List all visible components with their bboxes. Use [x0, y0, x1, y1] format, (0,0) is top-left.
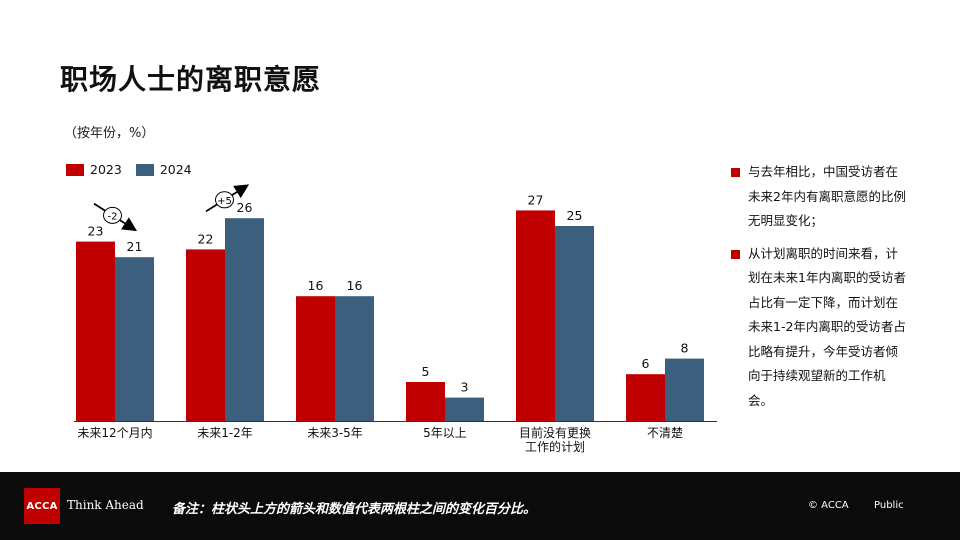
change-badge [103, 206, 122, 224]
copyright: © ACCA [808, 500, 849, 511]
page-title: 职场人士的离职意愿 [60, 63, 322, 96]
x-tick-label-4: 目前没有更换 [519, 425, 591, 440]
bar-2024-5 [665, 358, 704, 421]
bar-2024-4 [555, 226, 594, 421]
data-label-2023-2: 16 [308, 278, 324, 293]
footer-bar: ACCA Think Ahead 备注：柱状头上方的箭头和数值代表两根柱之间的变… [0, 472, 960, 540]
bar-2024-2 [335, 296, 374, 421]
bar-2023-3 [406, 382, 445, 421]
bar-2024-3 [445, 397, 484, 421]
x-tick-label-0: 未来12个月内 [77, 426, 152, 440]
x-tick-label-5: 不清楚 [647, 426, 683, 440]
bar-2023-0 [76, 241, 115, 421]
acca-logo: ACCA [24, 488, 60, 524]
legend-swatch-2023 [66, 163, 84, 176]
unit-label: （按年份，%） [64, 126, 155, 141]
bullet-square-icon [731, 249, 740, 259]
legend-item-2024: 2024 [135, 162, 192, 177]
footnote: 备注：柱状头上方的箭头和数值代表两根柱之间的变化百分比。 [172, 502, 537, 517]
bar-2023-2 [296, 296, 335, 421]
bar-chart: 23 21 未来12个月内 22 26 未来1-2年 16 16 未来3-5年 5 3 5年以上 27 2… [74, 184, 717, 454]
x-tick-label-1: 未来1-2年 [197, 426, 253, 440]
bar-2023-5 [626, 374, 665, 421]
bar-2024-1 [225, 218, 264, 421]
x-tick-label-2: 未来3-5年 [307, 426, 363, 440]
bar-2024-0 [115, 257, 154, 421]
data-label-2024-1: 26 [237, 200, 253, 215]
x-tick-label-4-line2: 工作的计划 [525, 439, 585, 454]
data-label-2024-3: 3 [461, 380, 469, 395]
bullet-square-icon [731, 168, 740, 177]
x-tick-label-3: 5年以上 [423, 426, 467, 440]
finding-item: 与去年相比，中国受访者在未来2年内有离职意愿的比例无明显变化； [731, 160, 906, 234]
key-findings: 与去年相比，中国受访者在未来2年内有离职意愿的比例无明显变化； 从计划离职的时间… [731, 160, 906, 421]
data-label-2024-0: 21 [127, 239, 143, 254]
data-label-2024-5: 8 [681, 341, 689, 356]
change-label: +5 [217, 196, 232, 207]
legend-swatch-2024 [135, 163, 154, 176]
finding-item: 从计划离职的时间来看，计划在未来1年内离职的受访者占比有一定下降，而计划在未来1… [731, 242, 906, 414]
chart-legend: 2023 2024 [66, 162, 192, 177]
data-label-2023-1: 22 [198, 231, 214, 246]
data-label-2023-4: 27 [528, 192, 544, 207]
change-badge [215, 191, 234, 209]
legend-label-2023: 2023 [90, 162, 122, 177]
data-label-2023-3: 5 [422, 364, 430, 379]
data-label-2023-0: 23 [88, 224, 104, 239]
bar-2023-1 [186, 249, 225, 421]
tagline: Think Ahead [67, 498, 144, 512]
legend-item-2023: 2023 [66, 162, 122, 177]
data-label-2024-2: 16 [347, 278, 363, 293]
classification-label: Public [874, 500, 904, 511]
finding-text: 与去年相比，中国受访者在未来2年内有离职意愿的比例无明显变化； [748, 164, 906, 228]
data-label-2024-4: 25 [567, 208, 583, 223]
data-label-2023-5: 6 [642, 356, 650, 371]
bar-2023-4 [516, 210, 555, 421]
legend-label-2024: 2024 [159, 162, 192, 177]
change-label: -2 [108, 211, 118, 222]
finding-text: 从计划离职的时间来看，计划在未来1年内离职的受访者占比有一定下降，而计划在未来1… [748, 245, 906, 408]
